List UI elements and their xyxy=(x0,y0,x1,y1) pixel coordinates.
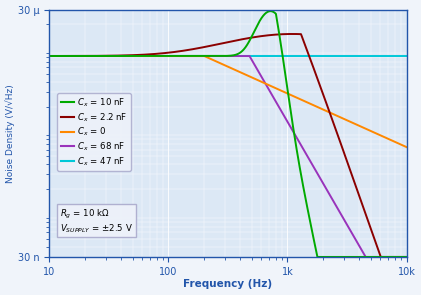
Y-axis label: Noise Density (V/√Hz): Noise Density (V/√Hz) xyxy=(5,84,15,183)
X-axis label: Frequency (Hz): Frequency (Hz) xyxy=(183,279,272,289)
Text: $R_g$ = 10 k$\Omega$
$V_{SUPPLY}$ = ±2.5 V: $R_g$ = 10 k$\Omega$ $V_{SUPPLY}$ = ±2.5… xyxy=(60,207,133,235)
Legend: $C_x$ = 10 nF, $C_x$ = 2.2 nF, $C_x$ = 0, $C_x$ = 68 nF, $C_x$ = 47 nF: $C_x$ = 10 nF, $C_x$ = 2.2 nF, $C_x$ = 0… xyxy=(57,93,131,171)
